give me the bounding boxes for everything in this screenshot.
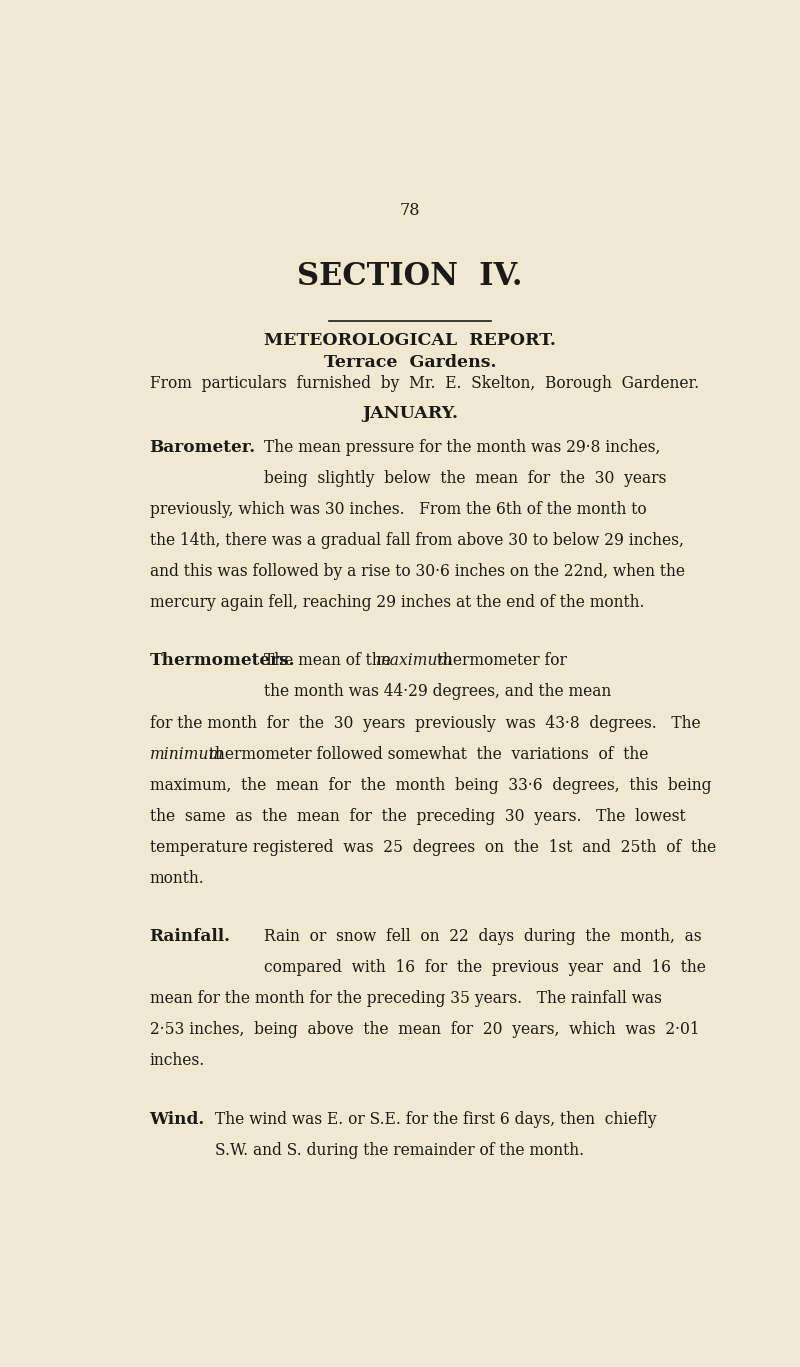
Text: maximum,  the  mean  for  the  month  being  33·6  degrees,  this  being: maximum, the mean for the month being 33… [150, 776, 711, 794]
Text: Barometer.: Barometer. [150, 439, 256, 455]
Text: the month was 44·29 degrees, and the mean: the month was 44·29 degrees, and the mea… [264, 684, 611, 700]
Text: Terrace  Gardens.: Terrace Gardens. [324, 354, 496, 370]
Text: Rainfall.: Rainfall. [150, 928, 230, 945]
Text: inches.: inches. [150, 1053, 205, 1069]
Text: 2·53 inches,  being  above  the  mean  for  20  years,  which  was  2·01: 2·53 inches, being above the mean for 20… [150, 1021, 699, 1039]
Text: previously, which was 30 inches.   From the 6th of the month to: previously, which was 30 inches. From th… [150, 500, 646, 518]
Text: the  same  as  the  mean  for  the  preceding  30  years.   The  lowest: the same as the mean for the preceding 3… [150, 808, 686, 824]
Text: From  particulars  furnished  by  Mr.  E.  Skelton,  Borough  Gardener.: From particulars furnished by Mr. E. Ske… [150, 375, 698, 391]
Text: temperature registered  was  25  degrees  on  the  1st  and  25th  of  the: temperature registered was 25 degrees on… [150, 839, 716, 856]
Text: 78: 78 [400, 202, 420, 219]
Text: month.: month. [150, 869, 204, 887]
Text: for the month  for  the  30  years  previously  was  43·8  degrees.   The: for the month for the 30 years previousl… [150, 715, 700, 731]
Text: thermometer for: thermometer for [432, 652, 566, 670]
Text: S.W. and S. during the remainder of the month.: S.W. and S. during the remainder of the … [214, 1141, 584, 1159]
Text: and this was followed by a rise to 30·6 inches on the 22nd, when the: and this was followed by a rise to 30·6 … [150, 563, 685, 580]
Text: JANUARY.: JANUARY. [362, 405, 458, 422]
Text: being  slightly  below  the  mean  for  the  30  years: being slightly below the mean for the 30… [264, 470, 666, 487]
Text: Rain  or  snow  fell  on  22  days  during  the  month,  as: Rain or snow fell on 22 days during the … [264, 928, 702, 945]
Text: METEOROLOGICAL  REPORT.: METEOROLOGICAL REPORT. [264, 332, 556, 350]
Text: maximum: maximum [376, 652, 453, 670]
Text: Wind.: Wind. [150, 1111, 205, 1128]
Text: The mean pressure for the month was 29·8 inches,: The mean pressure for the month was 29·8… [264, 439, 661, 455]
Text: mean for the month for the preceding 35 years.   The rainfall was: mean for the month for the preceding 35 … [150, 990, 662, 1007]
Text: compared  with  16  for  the  previous  year  and  16  the: compared with 16 for the previous year a… [264, 960, 706, 976]
Text: mercury again fell, reaching 29 inches at the end of the month.: mercury again fell, reaching 29 inches a… [150, 595, 644, 611]
Text: The wind was E. or S.E. for the first 6 days, then  chiefly: The wind was E. or S.E. for the first 6 … [214, 1111, 656, 1128]
Text: The mean of the: The mean of the [264, 652, 396, 670]
Text: thermometer followed somewhat  the  variations  of  the: thermometer followed somewhat the variat… [204, 745, 649, 763]
Text: SECTION  IV.: SECTION IV. [298, 261, 522, 293]
Text: the 14th, there was a gradual fall from above 30 to below 29 inches,: the 14th, there was a gradual fall from … [150, 532, 683, 550]
Text: minimum: minimum [150, 745, 224, 763]
Text: Thermometers.: Thermometers. [150, 652, 295, 670]
